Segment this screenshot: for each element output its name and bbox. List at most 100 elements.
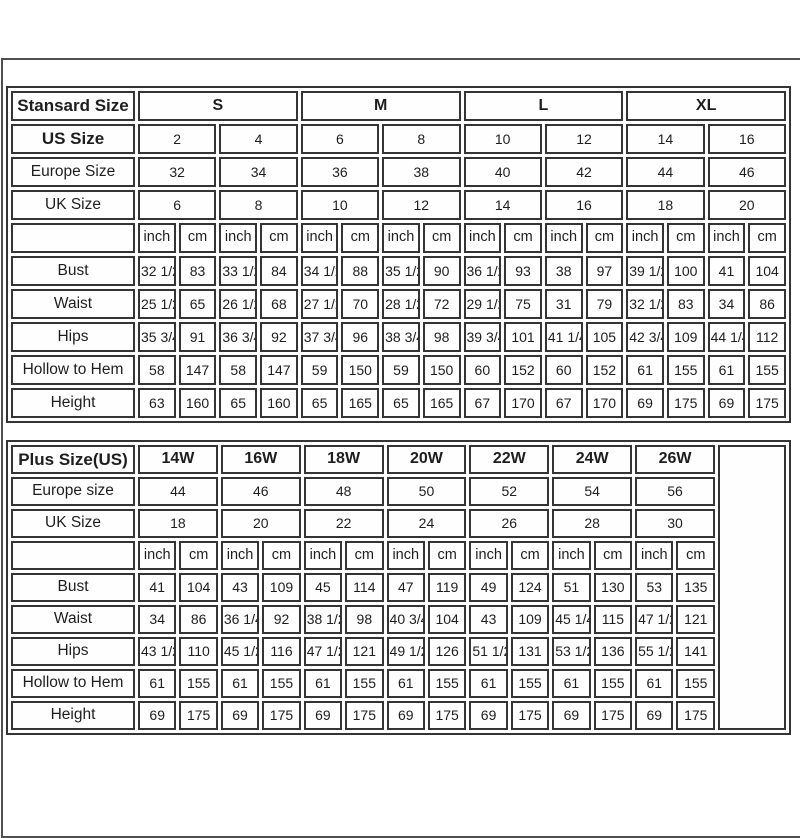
measure-value-cell: 147 — [178, 355, 217, 385]
size-group-cell: L — [463, 91, 624, 121]
size-value-cell: 18 — [138, 509, 218, 538]
measure-value-cell: 155 — [593, 669, 633, 698]
size-value-cell: 30 — [635, 509, 715, 538]
measure-value-cell: 175 — [666, 388, 705, 418]
measure-value-cell: 35 3/4 — [138, 322, 176, 352]
measure-value-cell: 65 — [178, 289, 217, 319]
measure-value-cell: 41 — [707, 256, 746, 286]
measure-value-cell: 69 — [707, 388, 746, 418]
size-value-cell: 50 — [386, 477, 467, 506]
measure-value-cell: 152 — [504, 355, 542, 385]
unit-inch-cell: inch — [707, 223, 746, 253]
unit-cm-cell: cm — [341, 223, 380, 253]
measure-value-cell: 155 — [666, 355, 705, 385]
measure-value-cell: 175 — [345, 701, 384, 730]
measure-value-cell: 116 — [262, 637, 301, 666]
size-conversion-row: Europe Size 32 34 36 38 40 42 44 46 — [11, 157, 786, 187]
measurement-row: Hollow to Hem 61 155 61 155 61 155 61 155 61 155 61… — [11, 669, 786, 698]
measure-value-cell: 93 — [504, 256, 542, 286]
size-value-cell: 8 — [219, 190, 298, 220]
size-value-cell: 8 — [382, 124, 461, 154]
measure-value-cell: 165 — [422, 388, 461, 418]
unit-cm-cell: cm — [345, 541, 384, 570]
chart-outer-border: Stansard Size S M L XL US Size 2 4 6 8 10 12 14 16 Eur… — [1, 58, 800, 838]
measure-value-cell: 69 — [220, 701, 260, 730]
measure-value-cell: 49 — [469, 573, 508, 602]
size-group-cell: 18W — [303, 445, 384, 474]
unit-inch-cell: inch — [382, 223, 420, 253]
size-value-cell: 18 — [626, 190, 705, 220]
unit-inch-cell: inch — [469, 541, 508, 570]
measure-value-cell: 155 — [748, 355, 786, 385]
measure-value-cell: 69 — [303, 701, 343, 730]
measure-value-cell: 160 — [178, 388, 217, 418]
unit-cm-cell: cm — [178, 223, 217, 253]
measure-value-cell: 36 1/4 — [220, 605, 260, 634]
measure-value-cell: 104 — [427, 605, 467, 634]
measurement-row: Hollow to Hem 58 147 58 147 59 150 59 150 60 152 60… — [11, 355, 786, 385]
row-label: Hollow to Hem — [11, 669, 135, 698]
table-title: Plus Size(US) — [11, 445, 135, 474]
plus-size-table-body: Plus Size(US) 14W 16W 18W 20W 22W 24W 26W Europe… — [11, 445, 786, 730]
measure-value-cell: 37 3/4 — [300, 322, 339, 352]
row-label: Europe size — [11, 477, 135, 506]
measure-value-cell: 101 — [504, 322, 542, 352]
measure-value-cell: 70 — [341, 289, 380, 319]
measure-value-cell: 109 — [666, 322, 705, 352]
measure-value-cell: 155 — [179, 669, 218, 698]
measurement-row: Height 69 175 69 175 69 175 69 175 69 175 69 175 69 17… — [11, 701, 786, 730]
unit-cm-cell: cm — [260, 223, 298, 253]
measure-value-cell: 75 — [504, 289, 542, 319]
unit-inch-cell: inch — [138, 541, 177, 570]
measure-value-cell: 61 — [303, 669, 343, 698]
unit-inch-cell: inch — [552, 541, 591, 570]
measure-value-cell: 45 1/2 — [220, 637, 260, 666]
size-conversion-row: Europe size 44 46 48 50 52 54 56 — [11, 477, 786, 506]
size-value-cell: 48 — [303, 477, 384, 506]
measure-value-cell: 47 1/2 — [303, 637, 343, 666]
measure-value-cell: 38 1/2 — [303, 605, 343, 634]
size-group-cell: 24W — [552, 445, 633, 474]
unit-cm-cell: cm — [262, 541, 301, 570]
measure-value-cell: 155 — [345, 669, 384, 698]
measure-value-cell: 83 — [666, 289, 705, 319]
measure-value-cell: 61 — [635, 669, 674, 698]
measure-value-cell: 105 — [585, 322, 624, 352]
measurement-row: Bust 41 104 43 109 45 114 47 119 49 124 51 130 53 135 — [11, 573, 786, 602]
measure-value-cell: 60 — [544, 355, 583, 385]
measure-value-cell: 27 1/2 — [300, 289, 339, 319]
measure-value-cell: 175 — [427, 701, 467, 730]
row-label: Hollow to Hem — [11, 355, 135, 385]
size-value-cell: 6 — [138, 190, 217, 220]
measure-value-cell: 32 1/2 — [626, 289, 664, 319]
measure-value-cell: 115 — [593, 605, 633, 634]
size-group-cell: S — [138, 91, 298, 121]
size-group-cell: 26W — [635, 445, 715, 474]
measure-value-cell: 40 3/4 — [386, 605, 425, 634]
size-value-cell: 20 — [220, 509, 301, 538]
size-value-cell: 14 — [463, 190, 542, 220]
measure-value-cell: 34 — [707, 289, 746, 319]
unit-inch-cell: inch — [386, 541, 425, 570]
measure-value-cell: 69 — [552, 701, 591, 730]
unit-cm-cell: cm — [748, 223, 786, 253]
size-value-cell: 34 — [219, 157, 298, 187]
size-value-cell: 44 — [626, 157, 705, 187]
row-label: UK Size — [11, 190, 135, 220]
size-group-cell: 20W — [386, 445, 467, 474]
measure-value-cell: 38 3/4 — [382, 322, 420, 352]
size-value-cell: 12 — [382, 190, 461, 220]
measure-value-cell: 124 — [510, 573, 550, 602]
measure-value-cell: 61 — [138, 669, 177, 698]
measure-value-cell: 119 — [427, 573, 467, 602]
measure-value-cell: 98 — [345, 605, 384, 634]
size-value-cell: 20 — [707, 190, 786, 220]
size-group-header-row: Plus Size(US) 14W 16W 18W 20W 22W 24W 26W — [11, 445, 786, 730]
measure-value-cell: 34 1/2 — [300, 256, 339, 286]
measure-value-cell: 88 — [341, 256, 380, 286]
unit-cm-cell: cm — [676, 541, 715, 570]
measure-value-cell: 45 — [303, 573, 343, 602]
measure-value-cell: 29 1/2 — [463, 289, 502, 319]
